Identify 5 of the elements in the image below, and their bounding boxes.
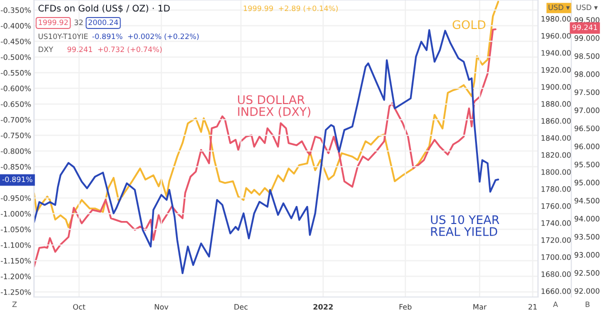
line-series	[34, 0, 500, 228]
text: US 10 YEAR REAL YIELD	[431, 215, 500, 236]
series-label: US DOLLAR INDEX (DXY)	[238, 95, 310, 118]
chart-title: CFDs on Gold (US$ / OZ) · 1D	[38, 4, 170, 13]
series-label: GOLD	[452, 20, 486, 30]
